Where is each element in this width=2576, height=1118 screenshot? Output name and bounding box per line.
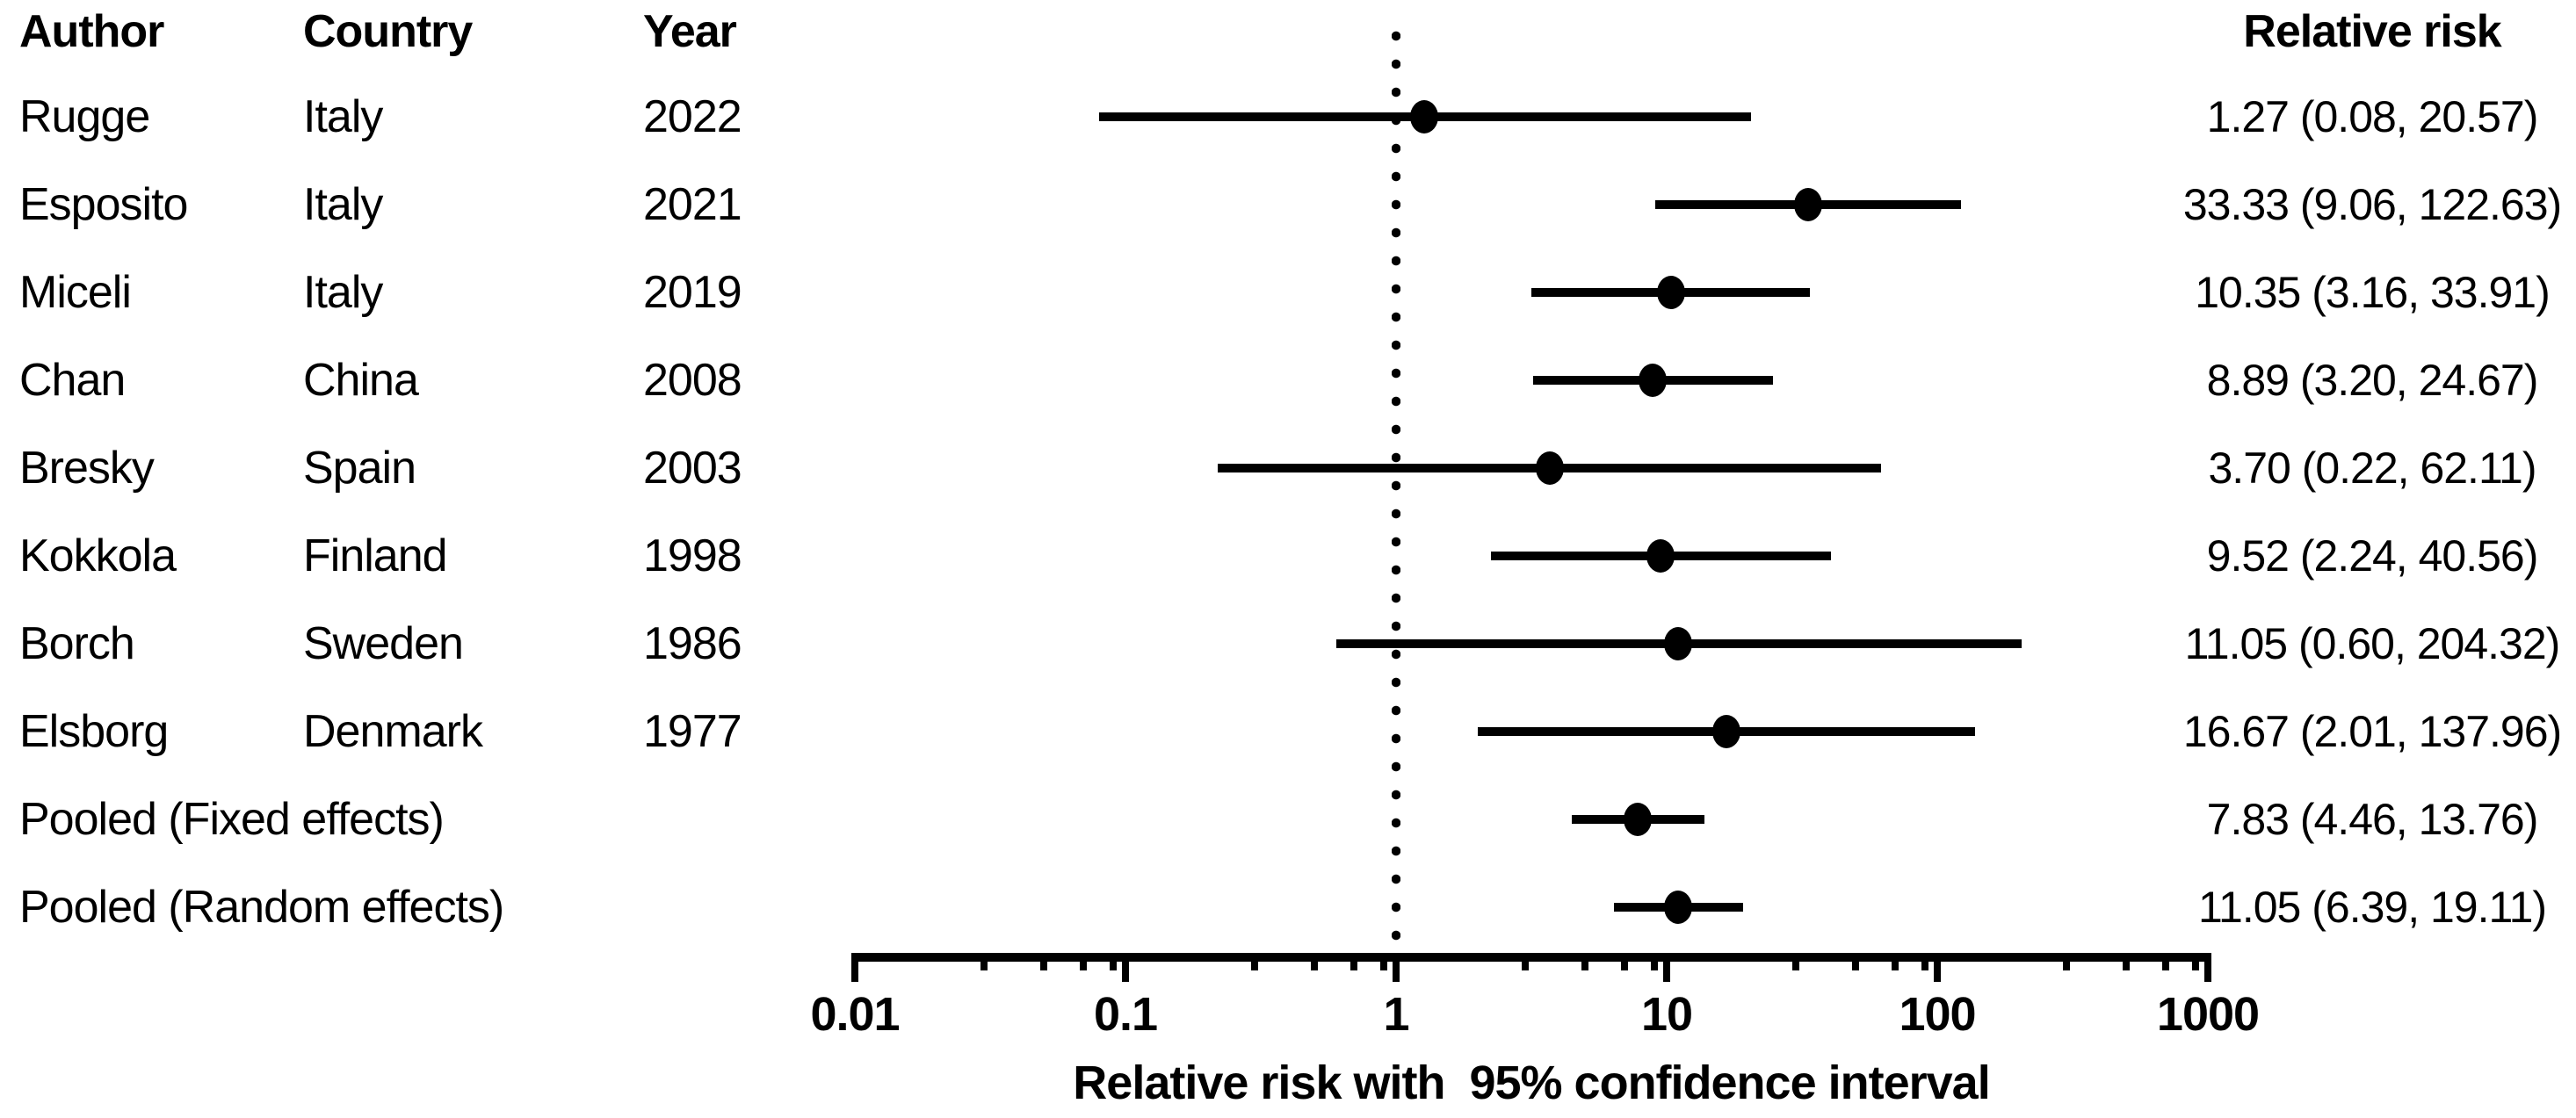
point-estimate-marker — [1639, 364, 1668, 397]
axis-minor-tick — [1311, 953, 1319, 970]
study-country: China — [303, 355, 419, 406]
axis-minor-tick — [2162, 953, 2170, 970]
axis-tick-label: 100 — [1899, 988, 1976, 1041]
axis-tick-label: 10 — [1640, 988, 1693, 1041]
x-axis-line — [851, 953, 2211, 962]
axis-minor-tick — [1791, 953, 1799, 970]
column-header-relative-risk: Relative risk — [2243, 6, 2501, 57]
point-estimate-marker — [1646, 539, 1675, 573]
relative-risk-value: 7.83 (4.46, 13.76) — [2206, 795, 2539, 844]
study-country: Sweden — [303, 618, 464, 669]
axis-minor-tick — [1379, 953, 1387, 970]
point-estimate-marker — [1409, 100, 1438, 133]
study-author: Elsborg — [19, 706, 169, 757]
study-year: 1977 — [643, 706, 742, 757]
point-estimate-marker — [1656, 276, 1685, 309]
relative-risk-value: 16.67 (2.01, 137.96) — [2182, 707, 2562, 756]
relative-risk-value: 8.89 (3.20, 24.67) — [2206, 356, 2539, 405]
study-author: Miceli — [19, 267, 132, 318]
axis-major-tick — [851, 953, 858, 982]
axis-major-tick — [1122, 953, 1129, 982]
axis-minor-tick — [1581, 953, 1589, 970]
study-year: 2021 — [643, 179, 742, 230]
axis-minor-tick — [1521, 953, 1529, 970]
axis-major-tick — [1934, 953, 1941, 982]
study-author: Esposito — [19, 179, 188, 230]
relative-risk-value: 1.27 (0.08, 20.57) — [2206, 92, 2539, 141]
point-estimate-marker — [1536, 451, 1564, 485]
axis-minor-tick — [2191, 953, 2199, 970]
point-estimate-marker — [1664, 891, 1693, 924]
relative-risk-value: 11.05 (6.39, 19.11) — [2197, 883, 2547, 932]
reference-line-rr-1 — [1392, 22, 1400, 947]
study-year: 2019 — [643, 267, 742, 318]
axis-tick-label: 0.01 — [810, 988, 900, 1041]
axis-tick-label: 0.1 — [1093, 988, 1158, 1041]
study-country: Italy — [303, 267, 383, 318]
study-year: 1986 — [643, 618, 742, 669]
axis-minor-tick — [980, 953, 988, 970]
axis-minor-tick — [1350, 953, 1358, 970]
study-country: Italy — [303, 179, 383, 230]
axis-minor-tick — [1852, 953, 1860, 970]
study-author: Pooled (Fixed effects) — [19, 794, 445, 845]
study-country: Spain — [303, 443, 416, 494]
study-country: Denmark — [303, 706, 483, 757]
axis-minor-tick — [1650, 953, 1658, 970]
axis-minor-tick — [1892, 953, 1899, 970]
axis-minor-tick — [1080, 953, 1088, 970]
x-axis-title: Relative risk with 95% confidence interv… — [1073, 1057, 1990, 1109]
axis-major-tick — [2204, 953, 2211, 982]
relative-risk-value: 10.35 (3.16, 33.91) — [2195, 268, 2551, 317]
study-author: Kokkola — [19, 530, 177, 581]
axis-minor-tick — [1621, 953, 1629, 970]
relative-risk-value: 9.52 (2.24, 40.56) — [2206, 531, 2539, 581]
axis-minor-tick — [1109, 953, 1117, 970]
study-country: Italy — [303, 91, 383, 142]
axis-major-tick — [1393, 953, 1400, 982]
column-header-country: Country — [303, 6, 473, 57]
relative-risk-value: 33.33 (9.06, 122.63) — [2182, 180, 2562, 229]
study-year: 2022 — [643, 91, 742, 142]
study-author: Pooled (Random effects) — [19, 882, 504, 933]
point-estimate-marker — [1712, 715, 1741, 748]
axis-minor-tick — [1921, 953, 1928, 970]
axis-minor-tick — [2062, 953, 2070, 970]
point-estimate-marker — [1794, 188, 1823, 221]
axis-minor-tick — [2123, 953, 2131, 970]
axis-minor-tick — [1250, 953, 1258, 970]
relative-risk-value: 11.05 (0.60, 204.32) — [2184, 619, 2561, 668]
axis-major-tick — [1663, 953, 1670, 982]
study-author: Rugge — [19, 91, 150, 142]
study-author: Bresky — [19, 443, 155, 494]
axis-minor-tick — [1040, 953, 1048, 970]
point-estimate-marker — [1664, 627, 1693, 660]
axis-tick-label: 1 — [1383, 988, 1409, 1041]
study-author: Borch — [19, 618, 135, 669]
study-year: 2008 — [643, 355, 742, 406]
relative-risk-value: 3.70 (0.22, 62.11) — [2208, 444, 2536, 493]
study-year: 2003 — [643, 443, 742, 494]
axis-tick-label: 1000 — [2156, 988, 2260, 1041]
study-country: Finland — [303, 530, 448, 581]
study-author: Chan — [19, 355, 126, 406]
column-header-year: Year — [643, 6, 737, 57]
point-estimate-marker — [1624, 803, 1653, 836]
column-header-author: Author — [19, 6, 164, 57]
study-year: 1998 — [643, 530, 742, 581]
